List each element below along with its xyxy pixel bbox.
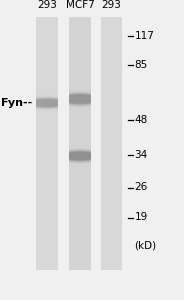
Text: Fyn--: Fyn-- bbox=[1, 98, 32, 109]
Text: 117: 117 bbox=[134, 31, 154, 41]
Bar bbox=[101, 16, 122, 270]
Bar bbox=[36, 16, 57, 270]
Text: MCF7: MCF7 bbox=[66, 1, 94, 10]
Text: 293: 293 bbox=[37, 1, 57, 10]
Text: 34: 34 bbox=[134, 149, 148, 160]
Bar bbox=[69, 16, 91, 270]
Text: 85: 85 bbox=[134, 59, 148, 70]
Text: 293: 293 bbox=[101, 1, 121, 10]
Text: 19: 19 bbox=[134, 212, 148, 223]
Text: 26: 26 bbox=[134, 182, 148, 193]
Text: 48: 48 bbox=[134, 115, 148, 125]
Text: (kD): (kD) bbox=[134, 241, 156, 251]
